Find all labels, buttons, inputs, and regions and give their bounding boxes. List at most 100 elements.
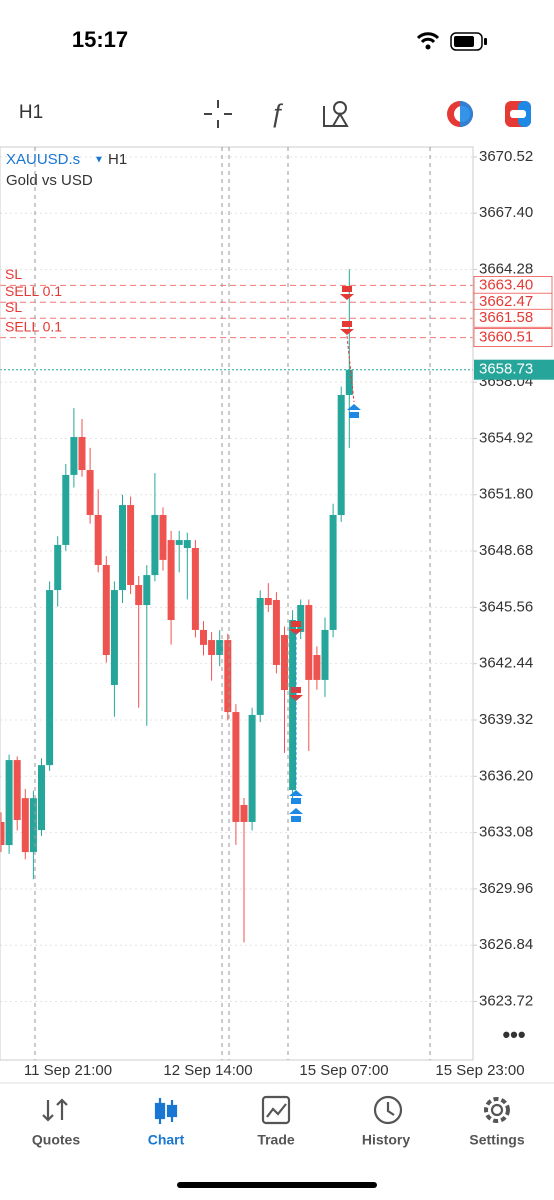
candle-body [321,629,329,680]
y-tick-label: 3636.20 [479,767,533,784]
y-tick-label: 3648.68 [479,542,533,559]
candle-body [5,760,13,846]
time-label: 11 Sep 21:00 [24,1062,112,1079]
status-icons [416,32,487,51]
candle-body [337,394,345,515]
candle-body [135,585,143,606]
candle-body [46,590,54,766]
candle-body [21,798,29,853]
y-tick-label: 3664.28 [479,261,533,278]
candle-body [297,605,305,632]
candle-body [94,514,102,565]
current-price-label: 3658.73 [479,361,533,378]
y-tick-label: 3623.72 [479,992,533,1009]
objects-icon[interactable] [323,101,349,127]
y-tick-label: 3667.40 [479,204,533,221]
candle-body [102,564,110,656]
candle-body [264,597,272,606]
candle-body [224,640,232,713]
candle-body [256,597,264,715]
candle-body [248,714,256,822]
trade-icon[interactable] [505,101,531,127]
time-label: 15 Sep 23:00 [435,1062,524,1079]
candle-body [345,369,353,395]
current-price-box [474,359,554,380]
tab-label[interactable]: History [362,1132,410,1148]
symbol-description: Gold vs USD [6,172,93,189]
order-label: SL [5,299,22,315]
candle-body [240,804,248,822]
chart: 3670.523667.403664.283658.043654.923651.… [0,148,554,1009]
session-lines [34,147,431,1060]
order-price-label: 3663.40 [479,276,533,293]
candle-body [281,634,288,691]
tab-label[interactable]: Quotes [32,1132,80,1148]
order-label: SL [5,266,22,282]
status-time: 15:17 [72,27,128,52]
time-label: 12 Sep 14:00 [163,1062,252,1079]
candle-body [151,514,159,576]
candle-body [0,821,5,846]
account-icon[interactable] [447,101,473,127]
candle-body [38,765,45,831]
order-price-label: 3661.58 [479,309,533,326]
symbol-dropdown[interactable]: ▼ [94,155,104,166]
candle-body [70,437,78,475]
candle-body [54,544,62,591]
tab-label[interactable]: Settings [469,1132,524,1148]
crosshair-icon[interactable] [204,100,232,128]
home-indicator [177,1182,377,1188]
candle-body [167,540,175,621]
chart-timeframe: H1 [108,151,127,168]
order-label: SELL 0.1 [5,283,62,299]
chart-frame [0,146,474,1061]
candle-body [119,505,126,591]
candle-body [183,540,191,549]
more-button[interactable]: ••• [502,1022,525,1047]
tab-icons [42,1095,510,1125]
candle-body [216,640,224,656]
candle-body [29,798,37,853]
y-tick-label: 3670.52 [479,148,533,165]
candle-body [191,548,199,630]
time-label: 15 Sep 07:00 [299,1062,388,1079]
candle-body [200,629,207,645]
candle-body [289,620,297,791]
candle-body [62,474,70,545]
candle-body [175,540,183,545]
tab-label[interactable]: Trade [257,1132,295,1148]
candle-body [86,470,94,515]
candle-body [78,437,86,471]
y-tick-label: 3629.96 [479,880,533,897]
y-tick-label: 3626.84 [479,936,533,953]
y-tick-label: 3654.92 [479,429,533,446]
y-tick-label: 3642.44 [479,655,533,672]
candle-body [313,655,321,680]
y-tick-label: 3651.80 [479,486,533,503]
order-label: SELL 0.1 [5,318,62,334]
candle-body [208,640,216,656]
toolbar-timeframe[interactable]: H1 [19,102,43,123]
order-price-label: 3662.47 [479,293,533,310]
candle-body [329,514,337,630]
candle-body [305,605,313,680]
tab-label[interactable]: Chart [148,1132,185,1148]
y-tick-label: 3645.56 [479,598,533,615]
candle-body [232,712,240,822]
price-box [473,328,553,347]
candle-body [110,590,118,685]
y-tick-label: 3633.08 [479,824,533,841]
candle-body [272,599,280,665]
order-price-label: 3660.51 [479,329,533,346]
trade-markers [289,286,361,822]
indicators-icon[interactable]: ƒ [270,98,284,128]
symbol[interactable]: XAUUSD.s [6,151,80,168]
candle-body [143,575,151,606]
candle-body [127,505,135,586]
y-tick-label: 3639.32 [479,711,533,728]
candle-body [13,760,21,820]
candle-body [159,514,167,560]
price-box [473,308,553,328]
